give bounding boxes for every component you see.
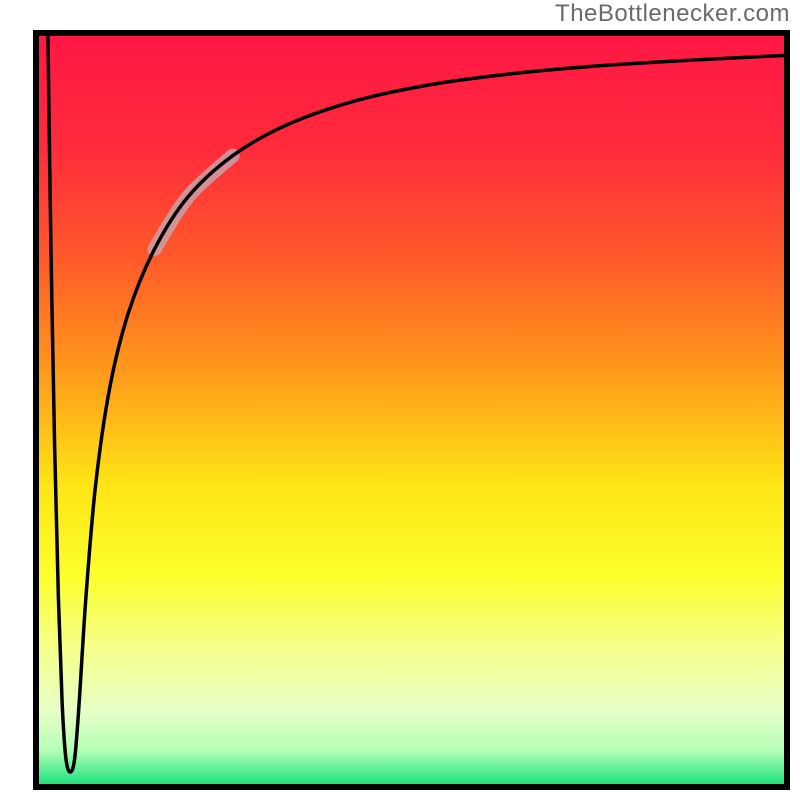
plot-background bbox=[36, 33, 787, 787]
watermark-label: TheBottlenecker.com bbox=[555, 0, 790, 28]
chart-container: TheBottlenecker.com bbox=[0, 0, 800, 800]
bottleneck-chart bbox=[0, 0, 800, 800]
